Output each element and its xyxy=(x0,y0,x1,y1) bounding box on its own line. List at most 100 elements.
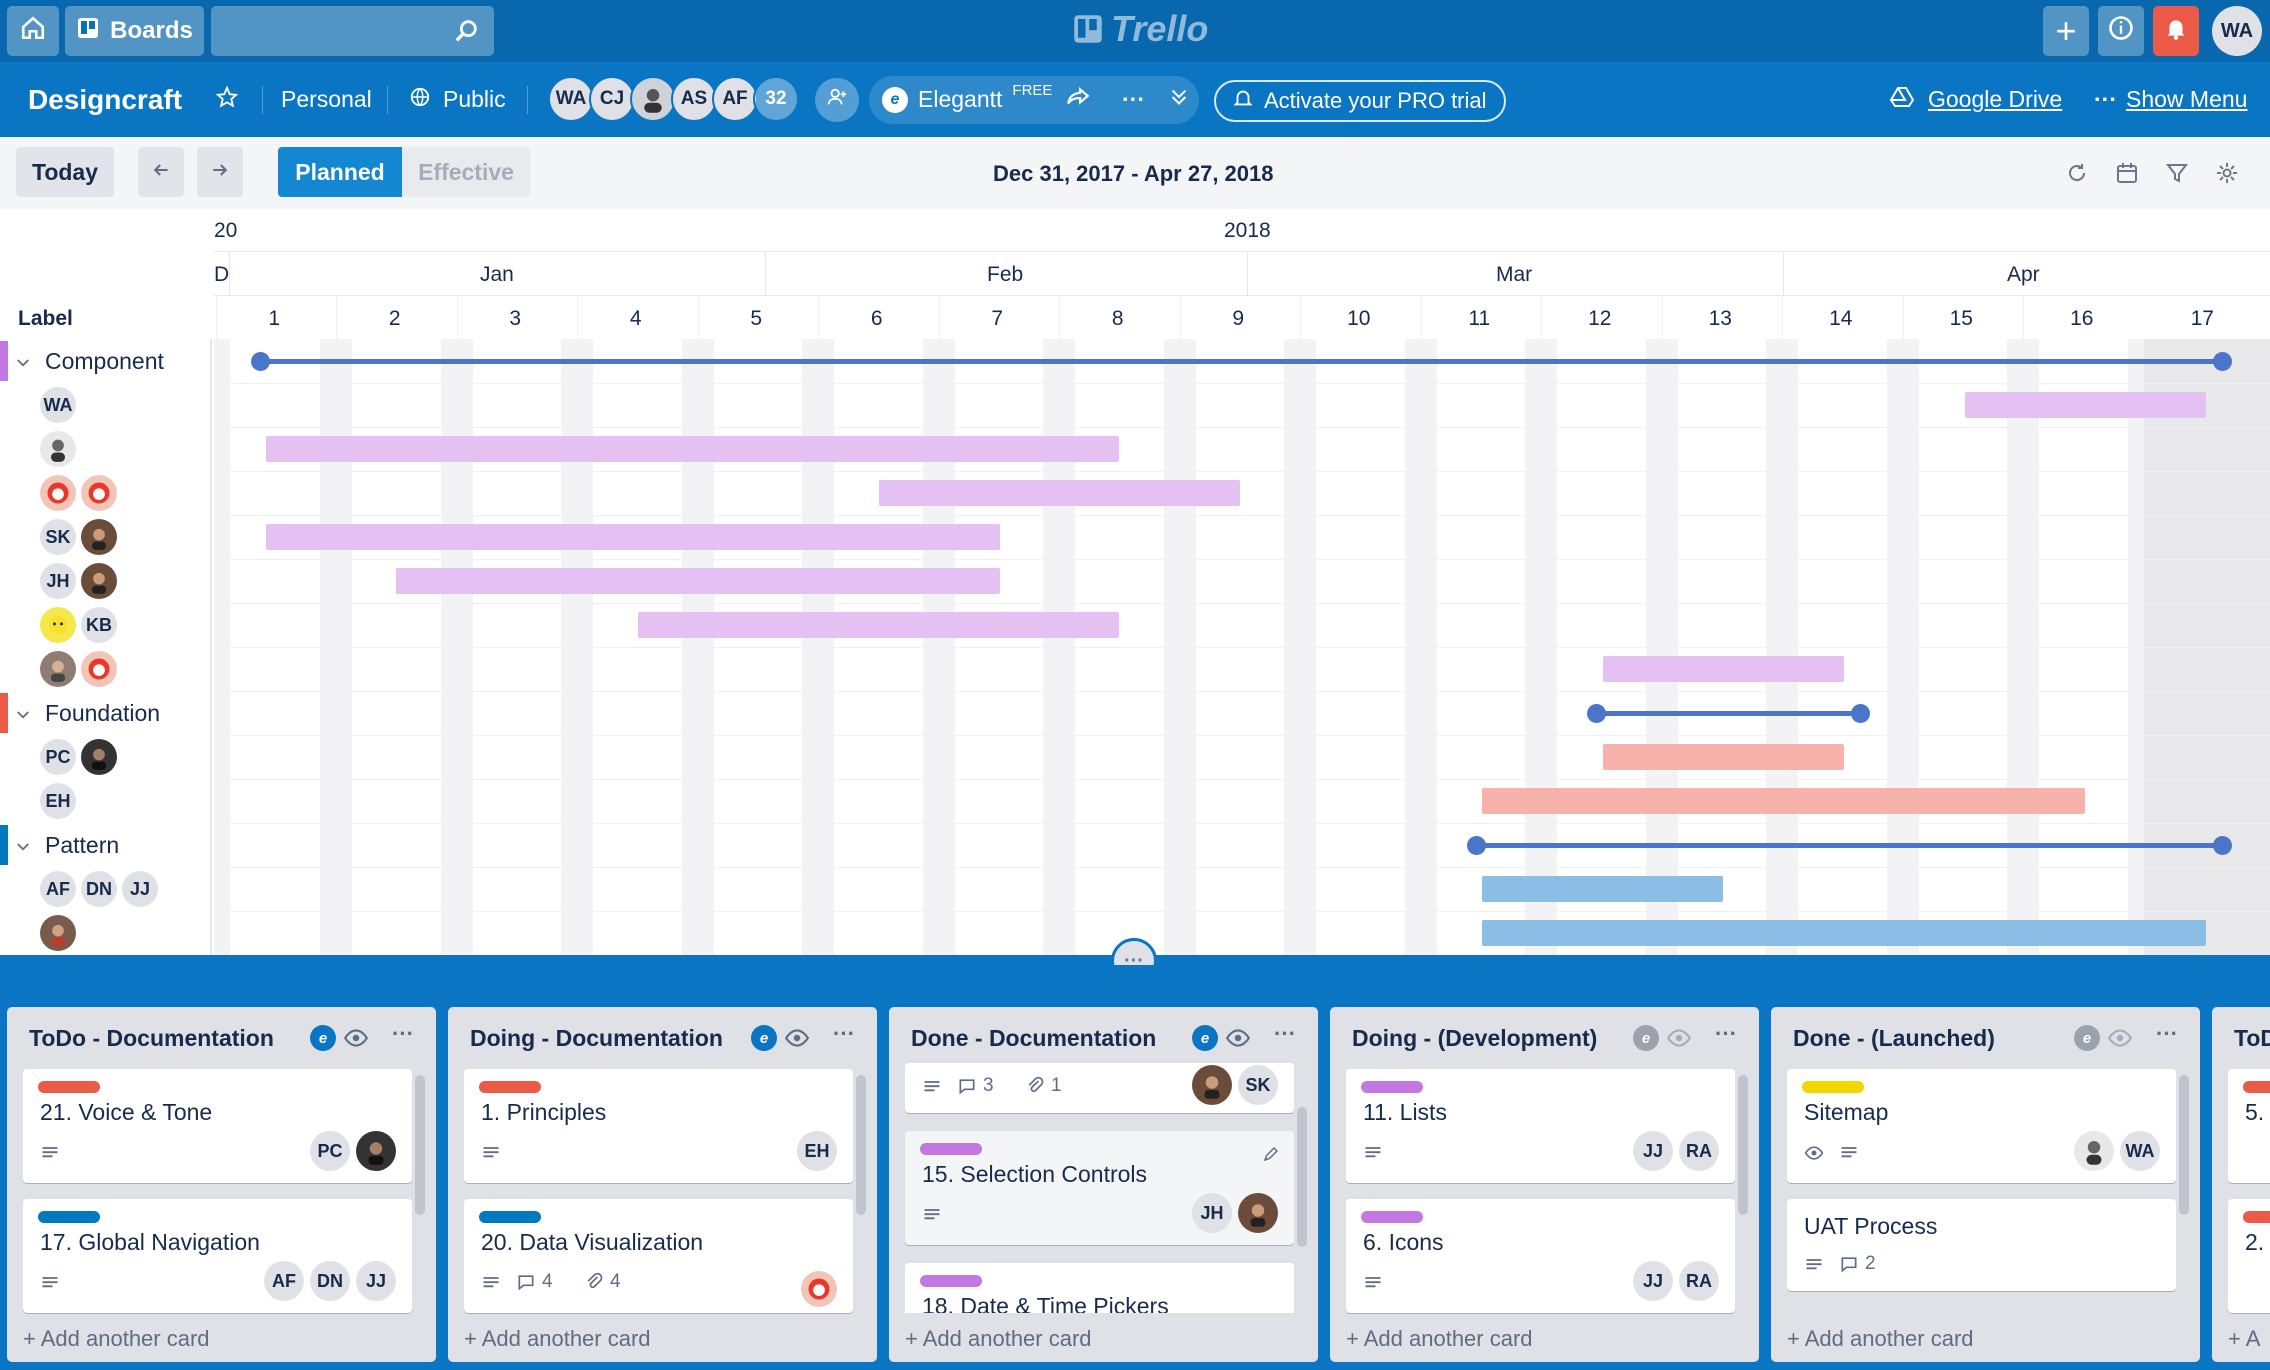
group-pattern[interactable]: Pattern xyxy=(0,823,212,867)
trello-logo[interactable]: Trello xyxy=(1073,8,1208,50)
task-bar[interactable] xyxy=(1482,788,2085,814)
elegantt-icon[interactable]: e xyxy=(1192,1025,1218,1051)
group-summary-line[interactable] xyxy=(260,359,2222,364)
board-name[interactable]: Designcraft xyxy=(28,83,183,115)
task-bar[interactable] xyxy=(1965,392,2206,418)
member-avatar-photo[interactable] xyxy=(81,739,117,775)
task-bar[interactable] xyxy=(266,436,1119,462)
member-avatar-photo[interactable] xyxy=(40,607,76,643)
task-bar[interactable] xyxy=(1603,656,1844,682)
task-bar[interactable] xyxy=(1482,876,1723,902)
member-avatar-photo[interactable] xyxy=(81,651,117,687)
member-avatar-photo[interactable] xyxy=(356,1131,396,1171)
summary-endpoint[interactable] xyxy=(1467,836,1486,855)
eye-icon[interactable] xyxy=(784,1025,810,1056)
list-menu-button[interactable]: ··· xyxy=(392,1021,414,1046)
card[interactable]: 2. xyxy=(2228,1199,2270,1313)
member-avatar[interactable]: AF xyxy=(40,871,76,907)
member-avatar[interactable]: PC xyxy=(40,739,76,775)
eye-icon[interactable] xyxy=(2107,1025,2133,1056)
member-avatar[interactable]: SK xyxy=(1238,1065,1278,1105)
member-avatar[interactable]: CJ xyxy=(589,76,635,122)
pencil-icon[interactable] xyxy=(1262,1145,1280,1168)
member-avatar[interactable]: RA xyxy=(1679,1261,1719,1301)
member-avatar-photo[interactable] xyxy=(630,76,676,122)
member-avatar[interactable]: WA xyxy=(548,76,594,122)
eye-icon[interactable] xyxy=(1225,1025,1251,1056)
member-avatar[interactable]: JJ xyxy=(122,871,158,907)
effective-tab[interactable]: Effective xyxy=(402,147,530,197)
gear-icon[interactable] xyxy=(2215,161,2239,190)
list-title[interactable]: Doing - Documentation xyxy=(470,1025,723,1051)
list-scrollbar[interactable] xyxy=(856,1075,866,1215)
task-bar[interactable] xyxy=(1603,744,1844,770)
member-avatar[interactable]: JH xyxy=(40,563,76,599)
create-button[interactable]: + xyxy=(2043,6,2089,56)
next-button[interactable] xyxy=(197,147,243,197)
member-avatar-photo[interactable] xyxy=(81,475,117,511)
elegantt-icon[interactable]: e xyxy=(1633,1025,1659,1051)
group-summary-line[interactable] xyxy=(1476,843,2222,848)
list-title[interactable]: Done - Documentation xyxy=(911,1025,1157,1051)
member-avatar[interactable]: EH xyxy=(797,1131,837,1171)
card[interactable]: 17. Global Navigation AF DN JJ xyxy=(23,1199,412,1313)
member-avatar-photo[interactable] xyxy=(40,475,76,511)
team-button[interactable]: Personal xyxy=(281,86,372,112)
member-avatar[interactable]: DN xyxy=(81,871,117,907)
expand-button[interactable] xyxy=(1168,62,1190,137)
star-button[interactable] xyxy=(215,62,239,137)
list-menu-button[interactable]: ··· xyxy=(1274,1021,1296,1046)
list-scrollbar[interactable] xyxy=(1297,1107,1307,1247)
invite-button[interactable] xyxy=(815,78,859,122)
list-scrollbar[interactable] xyxy=(1738,1075,1748,1215)
member-avatar[interactable]: JJ xyxy=(1633,1131,1673,1171)
elegantt-more-button[interactable]: ··· xyxy=(1122,86,1145,112)
chevron-down-icon[interactable] xyxy=(14,835,32,862)
task-bar[interactable] xyxy=(638,612,1119,638)
info-button[interactable] xyxy=(2098,6,2144,56)
card[interactable]: 3 1 SK xyxy=(905,1063,1294,1113)
group-summary-line[interactable] xyxy=(1596,711,1860,716)
member-avatar[interactable]: EH xyxy=(40,783,76,819)
member-avatar[interactable]: AF xyxy=(264,1261,304,1301)
member-avatar[interactable]: PC xyxy=(310,1131,350,1171)
member-avatar[interactable]: KB xyxy=(81,607,117,643)
share-button[interactable] xyxy=(1065,62,1091,137)
member-avatar[interactable]: RA xyxy=(1679,1131,1719,1171)
member-avatar[interactable]: AS xyxy=(671,76,717,122)
visibility-button[interactable]: Public xyxy=(409,62,506,137)
list-title[interactable]: Doing - (Development) xyxy=(1352,1025,1598,1051)
list-title[interactable]: ToDo - Documentation xyxy=(29,1025,274,1051)
search-input[interactable] xyxy=(211,6,494,56)
elegantt-icon[interactable]: e xyxy=(310,1025,336,1051)
card[interactable]: 21. Voice & Tone PC xyxy=(23,1069,412,1183)
list-scrollbar[interactable] xyxy=(2179,1075,2189,1215)
member-avatar[interactable]: DN xyxy=(310,1261,350,1301)
member-avatar-photo[interactable] xyxy=(81,519,117,555)
member-avatar[interactable]: JJ xyxy=(356,1261,396,1301)
prev-button[interactable] xyxy=(138,147,184,197)
summary-endpoint[interactable] xyxy=(2213,836,2232,855)
list-title[interactable]: Done - (Launched) xyxy=(1793,1025,1995,1051)
member-avatar[interactable]: SK xyxy=(40,519,76,555)
chevron-down-icon[interactable] xyxy=(14,351,32,378)
card[interactable]: 5. xyxy=(2228,1069,2270,1183)
eye-icon[interactable] xyxy=(1666,1025,1692,1056)
group-foundation[interactable]: Foundation xyxy=(0,691,212,735)
add-card-button[interactable]: + Add another card xyxy=(464,1326,651,1351)
member-avatar[interactable]: AF xyxy=(712,76,758,122)
member-avatar[interactable]: WA xyxy=(2120,1131,2160,1171)
member-avatar-photo[interactable] xyxy=(81,563,117,599)
add-card-button[interactable]: + Add another card xyxy=(905,1326,1092,1351)
google-drive-button[interactable]: Google Drive xyxy=(1889,62,2062,137)
summary-endpoint[interactable] xyxy=(1587,704,1606,723)
task-bar[interactable] xyxy=(266,524,1000,550)
list-menu-button[interactable]: ··· xyxy=(833,1021,855,1046)
card[interactable]: 15. Selection Controls JH xyxy=(905,1131,1294,1245)
add-card-button[interactable]: + A xyxy=(2228,1326,2261,1351)
show-menu-button[interactable]: Show Menu xyxy=(2126,86,2248,112)
chevron-down-icon[interactable] xyxy=(14,703,32,730)
member-avatar-photo[interactable] xyxy=(1192,1065,1232,1105)
member-avatar[interactable]: JH xyxy=(1192,1193,1232,1233)
eye-icon[interactable] xyxy=(343,1025,369,1056)
